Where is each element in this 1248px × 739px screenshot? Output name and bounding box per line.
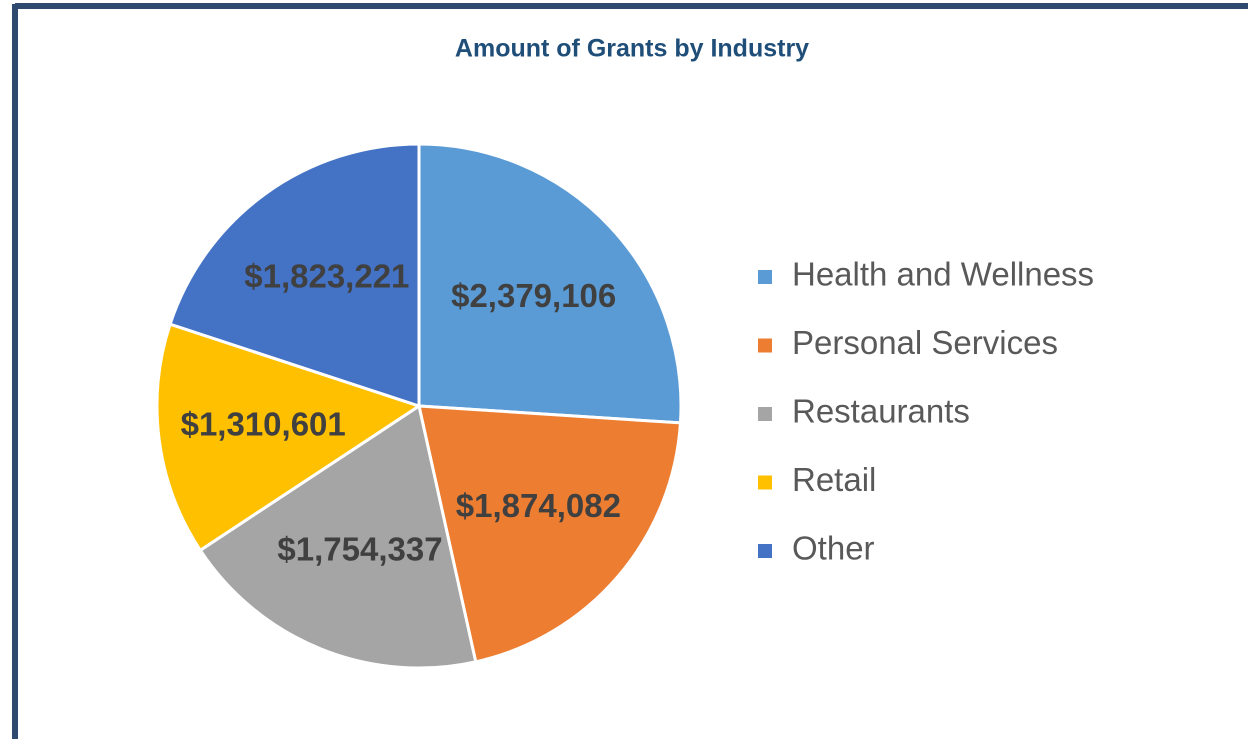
chart-title: Amount of Grants by Industry bbox=[455, 35, 809, 63]
value-label: $1,874,082 bbox=[456, 487, 621, 524]
pie-slice bbox=[417, 404, 683, 664]
legend-label: Restaurants bbox=[792, 393, 970, 430]
value-label: $1,310,601 bbox=[181, 406, 346, 443]
pie-slice bbox=[168, 142, 421, 409]
pie-slice bbox=[198, 403, 478, 670]
pie-slice bbox=[155, 322, 423, 553]
legend-label: Personal Services bbox=[792, 324, 1058, 361]
value-label: $1,823,221 bbox=[244, 257, 409, 294]
legend-swatch bbox=[758, 270, 772, 284]
legend-label: Health and Wellness bbox=[792, 256, 1094, 293]
legend-swatch bbox=[758, 338, 772, 353]
legend-swatch bbox=[758, 407, 772, 421]
legend-label: Other bbox=[792, 530, 875, 567]
value-label: $2,379,106 bbox=[451, 277, 616, 314]
legend-label: Retail bbox=[792, 461, 876, 498]
legend-swatch bbox=[758, 475, 772, 490]
pie-slice bbox=[417, 142, 683, 425]
legend-swatch bbox=[758, 544, 772, 558]
value-label: $1,754,337 bbox=[277, 530, 442, 567]
